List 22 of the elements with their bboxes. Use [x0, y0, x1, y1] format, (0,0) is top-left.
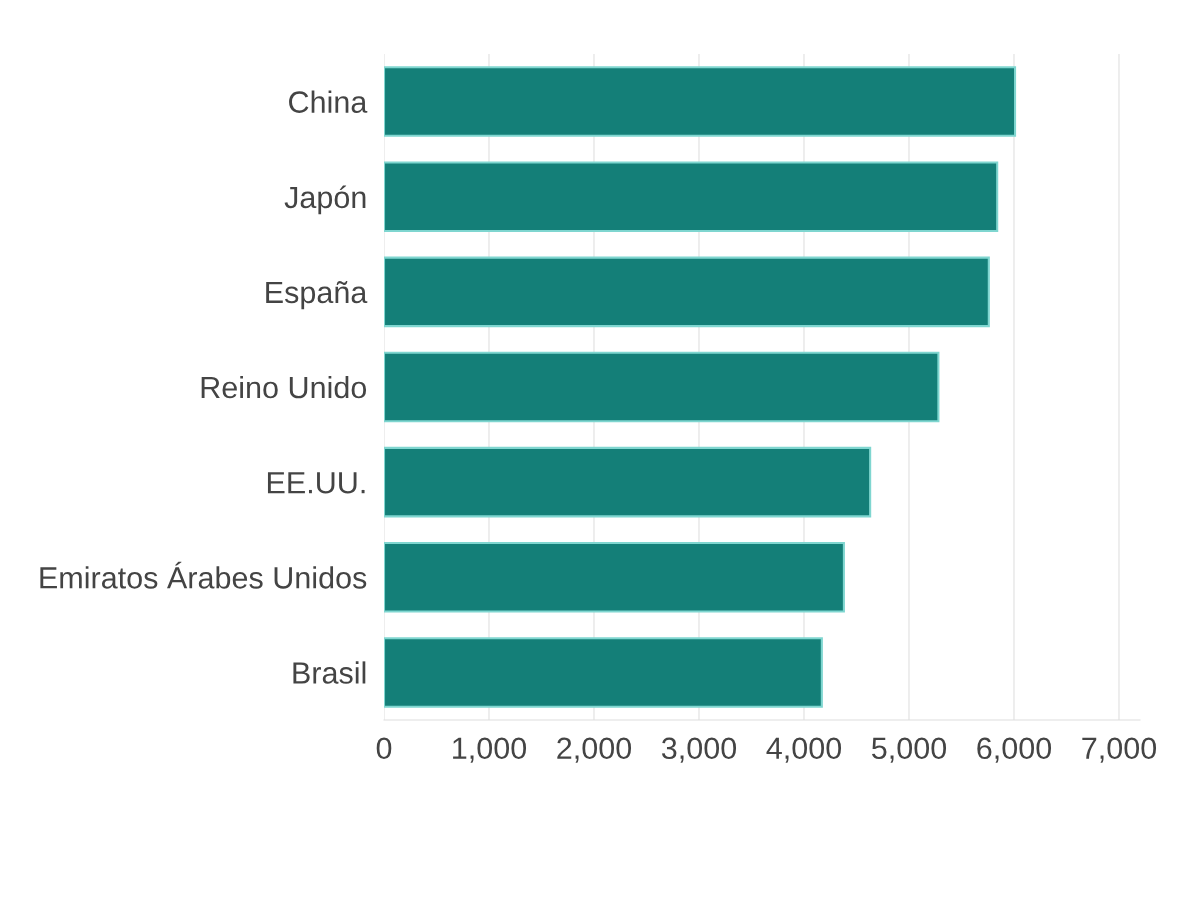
- x-tick-label: 7,000: [1082, 737, 1157, 763]
- y-tick-label: España: [266, 281, 368, 310]
- y-tick-label: China: [289, 90, 368, 113]
- y-tick-label: Emiratos Árabes Unidos: [40, 561, 367, 589]
- x-tick-label: 2,000: [557, 737, 632, 763]
- bar: [384, 541, 845, 613]
- y-tick-label: Japón: [284, 185, 366, 215]
- bar: [384, 161, 999, 233]
- bar: [384, 66, 1017, 137]
- bar: [384, 446, 872, 518]
- bar: [384, 637, 823, 708]
- y-tick-label: Brasil: [293, 661, 366, 684]
- x-tick-label: 4,000: [766, 737, 842, 763]
- x-tick-label: 6,000: [977, 737, 1052, 763]
- x-tick-label: 3,000: [661, 737, 737, 763]
- y-tick-label: Reino Unido: [201, 375, 367, 399]
- x-tick-label: 5,000: [871, 737, 947, 763]
- x-tick-label: 1,000: [453, 737, 527, 763]
- bar: [384, 351, 940, 423]
- bar: [384, 256, 990, 328]
- x-tick-label: 0: [376, 737, 392, 760]
- y-tick-label: EE.UU.: [267, 472, 365, 494]
